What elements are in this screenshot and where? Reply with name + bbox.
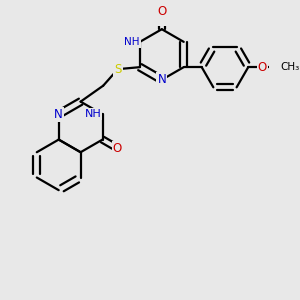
- Text: O: O: [257, 61, 267, 74]
- Text: CH₃: CH₃: [280, 62, 299, 72]
- Text: S: S: [114, 63, 122, 76]
- Text: O: O: [157, 5, 167, 18]
- Text: N: N: [158, 73, 166, 86]
- Text: NH: NH: [84, 109, 101, 119]
- Text: O: O: [113, 142, 122, 155]
- Text: N: N: [54, 108, 63, 121]
- Text: NH: NH: [124, 37, 140, 47]
